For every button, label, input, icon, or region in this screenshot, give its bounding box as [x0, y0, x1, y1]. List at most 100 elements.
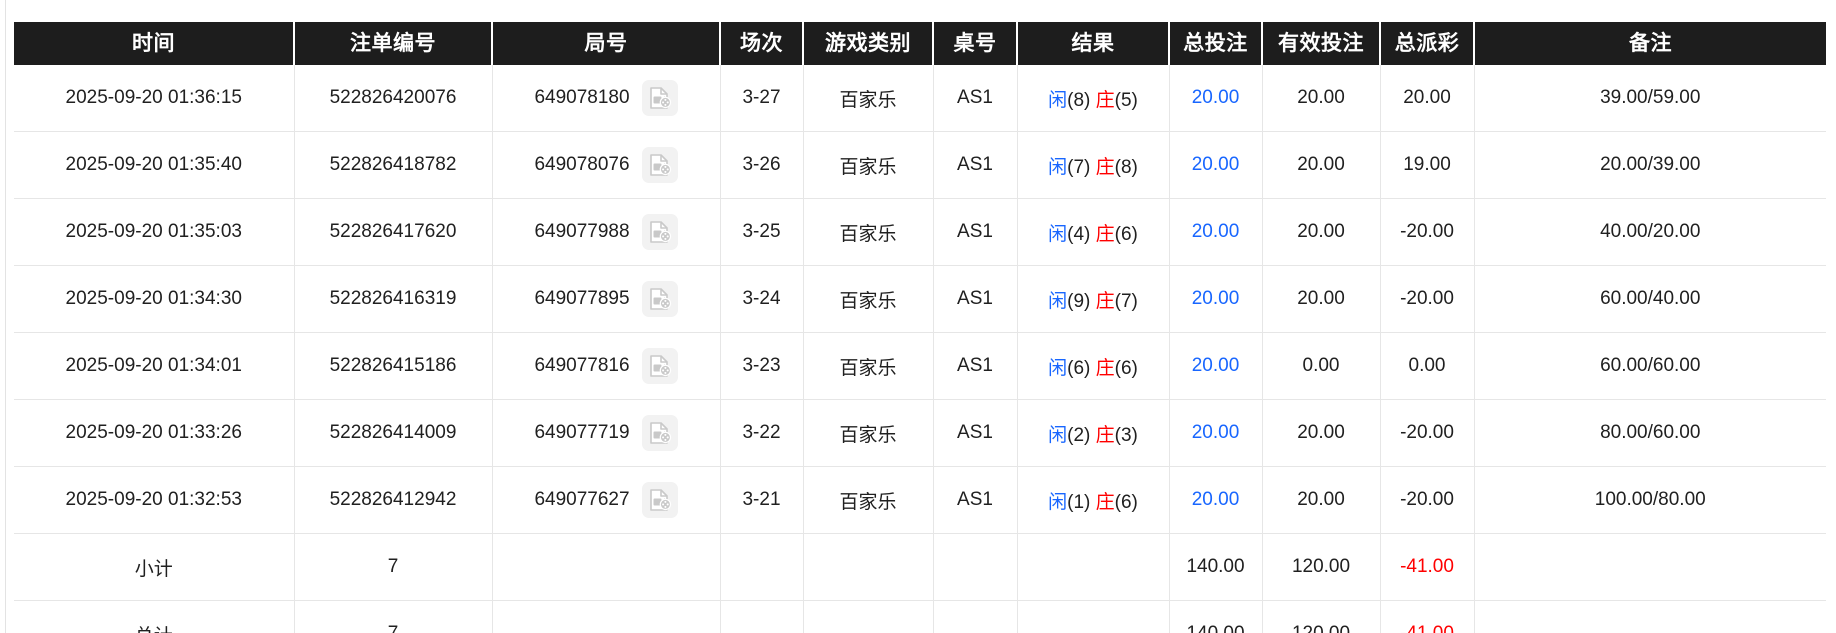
cell-shift: 3-27: [720, 65, 804, 132]
column-header-stake[interactable]: 总投注: [1169, 22, 1263, 65]
result-banker-label: 庄: [1095, 156, 1115, 178]
cell-valid-stake: 20.00: [1262, 131, 1381, 199]
summary-count: 7: [294, 600, 493, 633]
total-stake-link[interactable]: 20.00: [1191, 489, 1240, 510]
cell-valid-stake: 20.00: [1262, 198, 1381, 266]
cell-order-number: 522826418782: [294, 131, 493, 199]
cell-time: 2025-09-20 01:32:53: [14, 466, 295, 534]
cell-result: 闲(2) 庄(3): [1017, 399, 1170, 467]
table-row: 2025-09-20 01:35:03 522826417620 649077988…: [14, 198, 1826, 266]
summary-valid-stake: 120.00: [1262, 533, 1381, 601]
summary-total-payout: -41.00: [1380, 600, 1475, 633]
cell-remark: 40.00/20.00: [1474, 198, 1826, 266]
cell-order-number: 522826417620: [294, 198, 493, 266]
cell-remark: 80.00/60.00: [1474, 399, 1826, 467]
round-cell-content: 649077816: [499, 348, 714, 384]
cell-remark: 39.00/59.00: [1474, 65, 1826, 132]
summary-table-empty: [933, 533, 1018, 601]
result-banker-value: (6): [1114, 491, 1138, 513]
header-row: 时间 注单编号 局号 场次 游戏类别 桌号 结果 总投注 有效投注 总派彩 备注: [14, 22, 1826, 65]
result-banker-value: (5): [1114, 89, 1138, 111]
column-header-round[interactable]: 局号: [492, 22, 721, 65]
video-replay-icon[interactable]: [641, 348, 678, 384]
video-replay-icon[interactable]: [641, 214, 678, 250]
cell-time: 2025-09-20 01:33:26: [14, 399, 295, 467]
cell-total-payout: 20.00: [1380, 65, 1475, 132]
summary-label: 小计: [14, 533, 295, 601]
cell-total-stake: 20.00: [1169, 65, 1263, 132]
column-header-table[interactable]: 桌号: [933, 22, 1018, 65]
result-banker-label: 庄: [1095, 223, 1115, 245]
summary-table-empty: [933, 600, 1018, 633]
column-header-payout[interactable]: 总派彩: [1380, 22, 1475, 65]
cell-total-stake: 20.00: [1169, 265, 1263, 333]
round-number-label: 649077988: [534, 221, 630, 242]
cell-game-category: 百家乐: [803, 131, 934, 199]
summary-round-empty: [492, 600, 721, 633]
cell-time: 2025-09-20 01:35:03: [14, 198, 295, 266]
total-stake-link[interactable]: 20.00: [1191, 355, 1240, 376]
cell-remark: 60.00/40.00: [1474, 265, 1826, 333]
total-stake-link[interactable]: 20.00: [1191, 87, 1240, 108]
result-banker-label: 庄: [1095, 424, 1115, 446]
cell-valid-stake: 20.00: [1262, 65, 1381, 132]
cell-order-number: 522826412942: [294, 466, 493, 534]
cell-game-category: 百家乐: [803, 399, 934, 467]
summary-result-empty: [1017, 533, 1170, 601]
total-stake-link[interactable]: 20.00: [1191, 154, 1240, 175]
table-body: 2025-09-20 01:36:15 522826420076 649078180…: [14, 65, 1826, 633]
cell-time: 2025-09-20 01:34:30: [14, 265, 295, 333]
summary-game-empty: [803, 600, 934, 633]
cell-order-number: 522826415186: [294, 332, 493, 400]
cell-total-stake: 20.00: [1169, 399, 1263, 467]
cell-round-number: 649077627: [492, 466, 721, 534]
result-player-label: 闲: [1048, 89, 1068, 111]
cell-valid-stake: 20.00: [1262, 399, 1381, 467]
total-stake-link[interactable]: 20.00: [1191, 288, 1240, 309]
column-header-remark[interactable]: 备注: [1474, 22, 1826, 65]
round-cell-content: 649077895: [499, 281, 714, 317]
result-player-label: 闲: [1048, 223, 1068, 245]
video-replay-icon[interactable]: [641, 80, 678, 116]
column-header-time[interactable]: 时间: [14, 22, 295, 65]
result-player-value: (2): [1067, 424, 1091, 446]
table-header: 时间 注单编号 局号 场次 游戏类别 桌号 结果 总投注 有效投注 总派彩 备注: [14, 22, 1826, 65]
video-replay-icon[interactable]: [641, 147, 678, 183]
video-replay-icon[interactable]: [641, 281, 678, 317]
cell-remark: 20.00/39.00: [1474, 131, 1826, 199]
summary-round-empty: [492, 533, 721, 601]
total-stake-link[interactable]: 20.00: [1191, 422, 1240, 443]
column-header-game[interactable]: 游戏类别: [803, 22, 934, 65]
result-banker-value: (6): [1114, 223, 1138, 245]
result-player-value: (6): [1067, 357, 1091, 379]
result-player-label: 闲: [1048, 491, 1068, 513]
result-banker-value: (7): [1114, 290, 1138, 312]
cell-table-number: AS1: [933, 265, 1018, 333]
column-header-valid[interactable]: 有效投注: [1262, 22, 1381, 65]
video-replay-icon[interactable]: [641, 482, 678, 518]
cell-result: 闲(1) 庄(6): [1017, 466, 1170, 534]
cell-round-number: 649078180: [492, 65, 721, 132]
summary-count: 7: [294, 533, 493, 601]
cell-round-number: 649077988: [492, 198, 721, 266]
column-header-order[interactable]: 注单编号: [294, 22, 493, 65]
round-number-label: 649077816: [534, 355, 630, 376]
cell-round-number: 649077895: [492, 265, 721, 333]
result-player-value: (1): [1067, 491, 1091, 513]
column-header-shift[interactable]: 场次: [720, 22, 804, 65]
round-number-label: 649078180: [534, 87, 630, 108]
cell-total-stake: 20.00: [1169, 198, 1263, 266]
table-row: 2025-09-20 01:32:53 522826412942 649077627…: [14, 466, 1826, 534]
total-stake-link[interactable]: 20.00: [1191, 221, 1240, 242]
cell-result: 闲(6) 庄(6): [1017, 332, 1170, 400]
cell-shift: 3-23: [720, 332, 804, 400]
cell-valid-stake: 20.00: [1262, 265, 1381, 333]
cell-total-payout: -20.00: [1380, 265, 1475, 333]
cell-game-category: 百家乐: [803, 332, 934, 400]
cell-table-number: AS1: [933, 65, 1018, 132]
summary-game-empty: [803, 533, 934, 601]
video-replay-icon[interactable]: [641, 415, 678, 451]
cell-result: 闲(9) 庄(7): [1017, 265, 1170, 333]
column-header-result[interactable]: 结果: [1017, 22, 1170, 65]
result-player-value: (8): [1067, 89, 1091, 111]
